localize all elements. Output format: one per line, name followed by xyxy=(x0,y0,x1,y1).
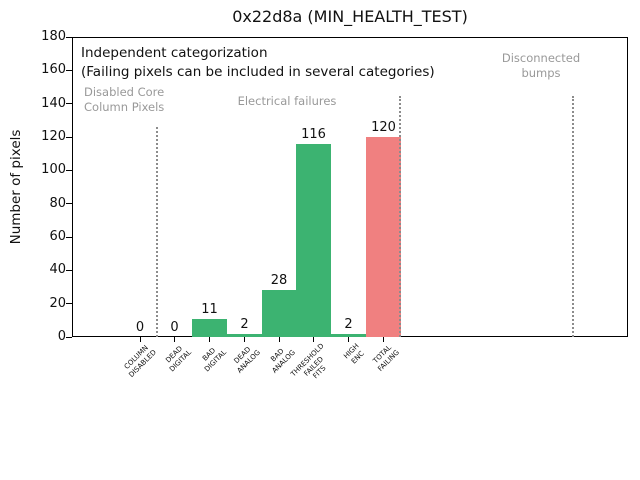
x-tick-label: HIGH ENC xyxy=(341,342,365,366)
x-tick-label: COLUMN DISABLED xyxy=(122,343,158,379)
x-tick-mark xyxy=(382,337,384,342)
plot-area xyxy=(72,37,628,337)
y-tick-label: 180 xyxy=(41,29,66,44)
y-tick-label: 160 xyxy=(41,62,66,78)
x-tick-mark xyxy=(278,337,280,342)
x-tick-mark xyxy=(139,337,141,342)
y-tick-label: 20 xyxy=(49,295,66,311)
y-tick-label: 100 xyxy=(41,162,66,178)
x-tick-label: BAD DIGITAL xyxy=(200,346,228,374)
y-tick-label: 0 xyxy=(57,329,66,344)
x-tick-label: TOTAL FAILING xyxy=(371,343,401,373)
chart-title: 0x22d8a (MIN_HEALTH_TEST) xyxy=(232,7,468,26)
x-tick-mark xyxy=(209,337,210,342)
x-tick-label: DEAD ANALOG xyxy=(232,345,262,375)
x-tick-label: DEAD DIGITAL xyxy=(164,344,193,374)
y-tick-label: 40 xyxy=(49,262,66,278)
y-tick-label: 80 xyxy=(49,195,66,211)
x-tick-mark xyxy=(348,337,349,342)
x-tick-mark xyxy=(174,337,176,342)
y-tick-label: 60 xyxy=(49,229,66,244)
y-tick-label: 140 xyxy=(41,95,66,111)
y-tick-label: 120 xyxy=(41,129,66,144)
x-tick-mark xyxy=(313,337,315,342)
x-tick-mark xyxy=(243,337,245,342)
x-tick-label: THRESHOLD FAILED FITS xyxy=(289,342,328,381)
x-tick-label: BAD ANALOG xyxy=(269,347,297,375)
y-axis-label: Number of pixels xyxy=(8,129,24,245)
